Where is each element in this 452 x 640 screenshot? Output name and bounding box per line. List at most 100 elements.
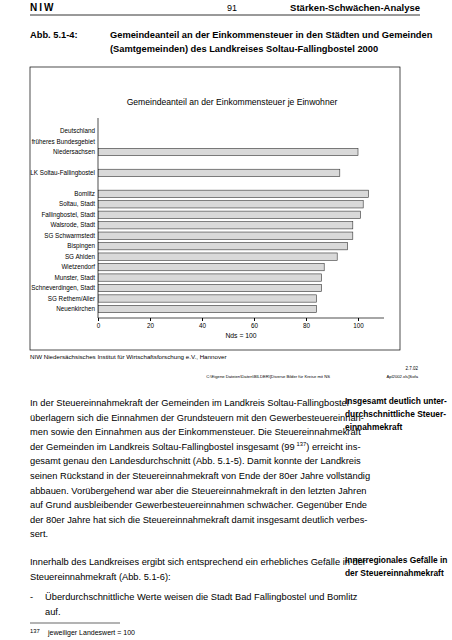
figure-label: Abb. 5.1-4: [30,30,78,40]
section-title: Stärken-Schwächen-Analyse [290,2,420,13]
body-line: der Gemeinden im Landkreis Soltau-Fallin… [30,441,361,452]
bar [98,190,368,197]
y-tick: Soltau, Stadt [59,200,95,207]
x-tick: 100 [353,318,364,329]
footnote-ref: 137 [297,441,307,447]
category-label: Walsrode, Stadt [50,221,95,228]
y-tick: Munster, Stadt [54,274,95,281]
y-tick: Neuenkirchen [56,305,95,312]
category-label: Soltau, Stadt [59,200,95,207]
margin-note: einnahmekraft [345,422,402,432]
chart-frame [30,67,400,350]
body-text: ) erreicht ins- [306,442,360,452]
bar [98,222,353,229]
y-tick: Bispingen [67,242,95,250]
body-line: Innerhalb des Landkreises ergibt sich en… [30,557,366,567]
file-path: C:\Eigene Dateien\Daten\BILDER\[Diverse … [206,374,330,379]
bar [98,295,316,302]
bar [98,232,353,239]
x-tick-mark [98,318,99,321]
x-tick-label: 0 [97,322,101,329]
x-axis-title: Nds = 100 [225,332,256,339]
chart-title: Gemeindeanteil an der Einkommensteuer je… [127,97,338,107]
x-tick-mark [358,318,359,321]
y-tick: Walsrode, Stadt [50,221,95,228]
y-axis: Deutschland früheres Bundesgebiet Niedersa… [30,118,98,318]
bullet-marker: - [30,592,33,602]
x-tick-label: 80 [303,322,311,329]
y-tick: Niedersachsen [53,148,96,155]
logo: NIW [30,2,55,13]
bar [98,274,322,281]
y-tick: Wietzendorf [61,263,95,270]
x-tick-mark [202,318,203,321]
x-tick-mark [150,318,151,321]
category-label: früheres Bundesgebiet [32,138,96,146]
body-line: Steuereinnahmekraft (Abb. 5.1-6): [30,572,171,582]
y-tick: früheres Bundesgebiet [32,138,96,146]
category-label: Niedersachsen [53,148,96,155]
footnote: 137 jeweiliger Landeswert = 100 [30,628,135,637]
bar [98,169,340,176]
category-label: SG Rethem/Aller [48,295,95,302]
body-line: men sowie den Einnahmen aus der Einkomme… [30,427,361,437]
margin-note: durchschnittliche Steuer- [345,409,446,419]
figure-caption: Gemeindeanteil an der Einkommensteuer in… [110,30,433,40]
x-tick: 80 [303,318,311,329]
body-text: der Gemeinden im Landkreis Soltau-Fallin… [30,442,295,452]
y-tick: Fallingbostel, Stadt [41,211,95,219]
figure-source: NIW Niedersächsisches Institut für Wirts… [30,353,226,360]
margin-note: Innerregionales Gefälle in [345,555,447,565]
bar [98,211,361,218]
page-number: 91 [227,3,237,13]
y-tick: Deutschland [60,127,96,134]
y-tick: Schneverdingen, Stadt [31,284,95,292]
x-tick-label: 60 [251,322,259,329]
x-tick: 20 [147,318,155,329]
bullet-line: Überdurchschnittliche Werte weisen die S… [45,592,358,602]
body-line: der 80er Jahre hat sich die Steuereinnah… [30,515,367,525]
body-line: auf Grund ausbleibender Gewerbesteuerein… [30,500,367,510]
category-label: Neuenkirchen [56,305,95,312]
margin-note: Insgesamt deutlich unter- [345,396,447,406]
x-axis-line [98,318,384,319]
category-label: Bispingen [67,242,95,250]
bar [98,201,363,208]
y-tick: SG Ahlden [65,253,96,260]
y-tick: SG Schwarmstedt [44,232,95,239]
bar [98,284,322,291]
bullet-line: auf. [45,607,61,617]
x-tick-mark [254,318,255,321]
bars [98,148,368,312]
bar [98,305,316,312]
footnote-rule [30,623,120,624]
y-tick: Bomlitz [74,190,95,197]
body-line: seinen Rückstand in der Steuereinnahmekr… [30,471,370,481]
x-tick-mark [306,318,307,321]
bar [98,263,324,270]
y-axis-line [98,118,99,318]
y-tick: LK Soltau-Fallingbostel [30,169,95,177]
body-line: abbauen. Vorübergehend war aber die Steu… [30,486,366,496]
bar [98,243,348,250]
figure-caption: (Samtgemeinden) des Landkreises Soltau-F… [110,44,378,54]
x-tick: 60 [251,318,259,329]
x-tick-label: 100 [353,322,364,329]
bar [98,148,358,155]
body-line: In der Steuereinnahmekraft der Gemeinden… [30,398,349,408]
x-tick-label: 20 [147,322,155,329]
body-line: sert. [30,529,48,539]
margin-note: der Steuereinnahmekraft [345,568,444,578]
category-label: SG Ahlden [65,253,96,260]
x-tick-label: 40 [199,322,207,329]
category-label: Munster, Stadt [54,274,95,281]
category-label: Bomlitz [74,190,95,197]
category-label: Wietzendorf [61,263,95,270]
category-label: SG Schwarmstedt [44,232,95,239]
footnote-number: 137 [30,628,40,634]
stamp-date: 2.7.02 [405,366,418,371]
category-label: Schneverdingen, Stadt [31,284,95,292]
footnote-text: jeweiliger Landeswert = 100 [47,629,135,637]
body-line: überlagern sich die Einnahmen der Grunds… [30,413,364,423]
x-tick: 40 [199,318,207,329]
